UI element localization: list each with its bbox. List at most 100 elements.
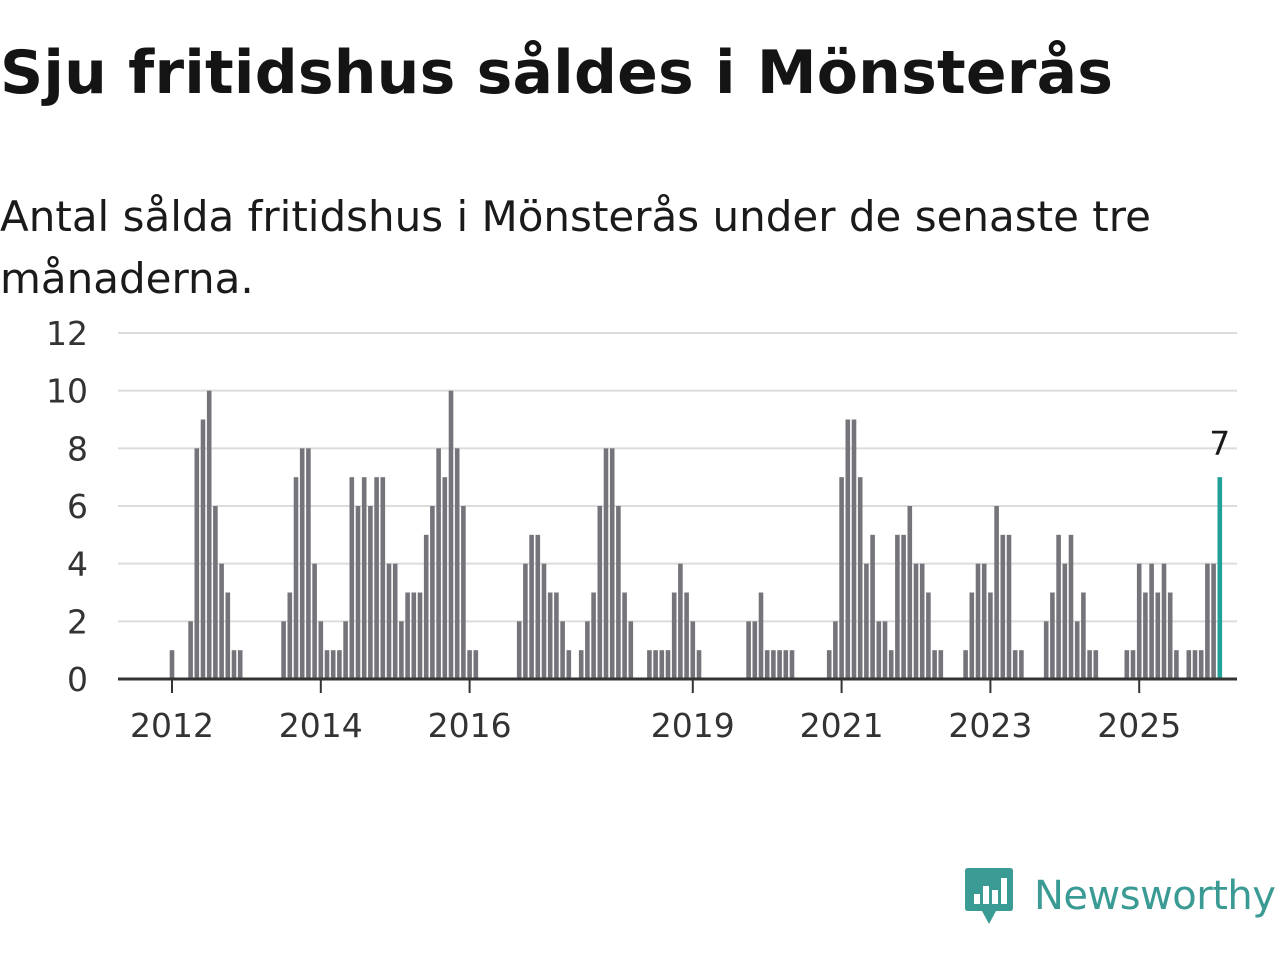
- bar: [1124, 650, 1130, 679]
- bar: [888, 650, 894, 679]
- bar: [361, 477, 367, 679]
- bar: [1087, 650, 1092, 679]
- bar: [653, 650, 658, 679]
- x-tick-label: 2019: [651, 706, 735, 745]
- bar: [845, 419, 851, 679]
- bar: [1205, 563, 1210, 679]
- bar: [1143, 592, 1148, 679]
- x-tick-label: 2014: [279, 706, 363, 745]
- bar: [516, 621, 522, 679]
- bar: [318, 621, 324, 679]
- bar: [324, 650, 330, 679]
- bar: [1062, 563, 1068, 679]
- bar: [690, 621, 696, 679]
- bar: [963, 650, 968, 679]
- bar: [628, 621, 634, 679]
- bar: [188, 621, 193, 679]
- bar: [1093, 650, 1099, 679]
- bar: [1130, 650, 1136, 679]
- bar: [330, 650, 336, 679]
- bar: [1081, 592, 1086, 679]
- y-tick-label: 2: [67, 602, 88, 641]
- bar: [430, 506, 435, 679]
- bar: [306, 448, 311, 679]
- bar: [969, 592, 975, 679]
- last-value-label: 7: [1209, 424, 1230, 463]
- bar: [764, 650, 770, 679]
- bar: [932, 650, 937, 679]
- bar: [1155, 592, 1161, 679]
- bar: [919, 563, 925, 679]
- bar: [312, 563, 317, 679]
- bar: [975, 563, 981, 679]
- bar: [355, 506, 361, 679]
- bar: [591, 592, 596, 679]
- bar: [833, 621, 838, 679]
- bar: [281, 621, 286, 679]
- bar: [876, 621, 882, 679]
- bar: [442, 477, 448, 679]
- bar: [1136, 563, 1142, 679]
- bar: [585, 621, 590, 679]
- bar: [1074, 621, 1080, 679]
- bar: [678, 563, 683, 679]
- y-tick-label: 4: [67, 545, 88, 584]
- y-tick-label: 6: [67, 487, 88, 526]
- bar: [882, 621, 888, 679]
- x-tick-label: 2012: [130, 706, 214, 745]
- chart-title: Sju fritidshus såldes i Mönsterås: [0, 38, 1114, 108]
- bar: [541, 563, 547, 679]
- bar: [696, 650, 702, 679]
- x-axis-ticks: 2012 2014 2016 2019 2021 2023 2025: [130, 679, 1181, 745]
- bar: [399, 621, 404, 679]
- bar: [851, 419, 857, 679]
- bar: [423, 534, 429, 679]
- bar: [411, 592, 417, 679]
- bar: [299, 448, 305, 679]
- bar: [1012, 650, 1018, 679]
- bar: [169, 650, 175, 679]
- x-tick-label: 2016: [428, 706, 512, 745]
- bar: [981, 563, 987, 679]
- bar: [746, 621, 751, 679]
- bar: [647, 650, 652, 679]
- x-tick-label: 2025: [1097, 706, 1181, 745]
- bar: [1167, 592, 1173, 679]
- bar: [200, 419, 206, 679]
- bar: [454, 448, 460, 679]
- bar: [206, 390, 212, 679]
- bar: [1019, 650, 1024, 679]
- bar: [417, 592, 423, 679]
- bar: [1043, 621, 1049, 679]
- bar: [684, 592, 689, 679]
- bar: [237, 650, 243, 679]
- bar: [857, 477, 863, 679]
- bar-highlight: [1217, 477, 1223, 679]
- bar: [343, 621, 348, 679]
- bar: [219, 563, 224, 679]
- bar: [566, 650, 572, 679]
- bar: [777, 650, 782, 679]
- bar: [231, 650, 237, 679]
- bar: [380, 477, 386, 679]
- bar: [1068, 534, 1074, 679]
- bar: [349, 477, 355, 679]
- bar: [578, 650, 584, 679]
- bar-chart: 0 2 4 6 8 10 12 2012 2014 2016 2019 2021 2023 2025 7: [46, 314, 1237, 745]
- bar: [368, 506, 373, 679]
- bar: [783, 650, 789, 679]
- x-tick-label: 2023: [948, 706, 1032, 745]
- bar: [839, 477, 844, 679]
- bar: [374, 477, 379, 679]
- x-tick-label: 2021: [800, 706, 884, 745]
- newsworthy-logo-icon: [965, 868, 1013, 924]
- y-tick-label: 10: [46, 372, 88, 411]
- bar: [1161, 563, 1167, 679]
- bar: [386, 563, 392, 679]
- bar: [1198, 650, 1204, 679]
- bar: [597, 506, 603, 679]
- bar: [529, 534, 534, 679]
- bar: [913, 563, 919, 679]
- bar: [616, 506, 621, 679]
- bar: [436, 448, 441, 679]
